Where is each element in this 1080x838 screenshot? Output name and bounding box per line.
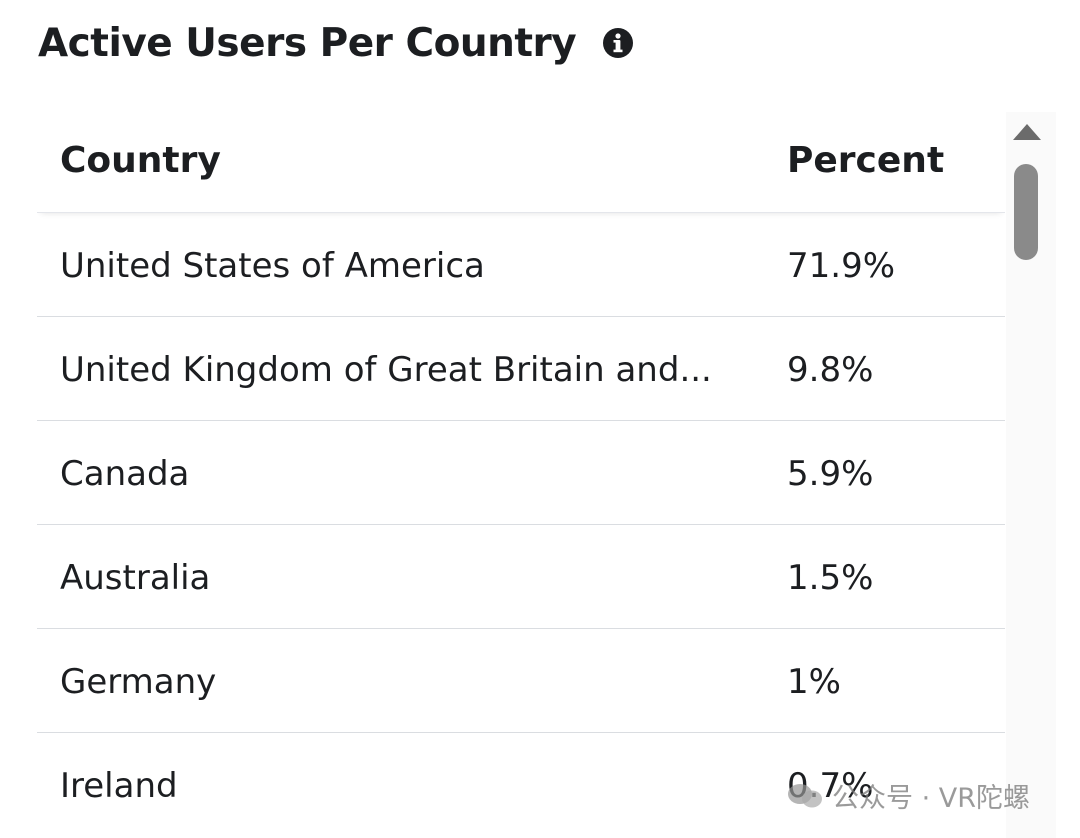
column-header-country[interactable]: Country (60, 140, 221, 181)
scroll-up-arrow-icon[interactable] (1013, 124, 1041, 140)
country-cell: Ireland (60, 766, 178, 806)
percent-cell: 1.5% (787, 558, 874, 598)
percent-cell: 5.9% (787, 454, 874, 494)
percent-cell: 1% (787, 662, 841, 702)
country-cell: United Kingdom of Great Britain and... (60, 350, 712, 390)
country-cell: Australia (60, 558, 211, 598)
table-row: Australia 1.5% (37, 525, 1005, 629)
watermark-text: 公众号 · VR陀螺 (832, 783, 1030, 814)
column-header-percent[interactable]: Percent (787, 140, 945, 181)
percent-cell: 9.8% (787, 350, 874, 390)
table-row: Germany 1% (37, 629, 1005, 733)
page-header: Active Users Per Country (38, 14, 634, 72)
country-table: Country Percent United States of America… (37, 112, 1005, 838)
country-cell: Canada (60, 454, 190, 494)
table-header: Country Percent (37, 112, 1005, 213)
table-row: United Kingdom of Great Britain and... 9… (37, 317, 1005, 421)
table-row: Canada 5.9% (37, 421, 1005, 525)
percent-cell: 71.9% (787, 246, 896, 286)
table-row: United States of America 71.9% (37, 213, 1005, 317)
watermark: 公众号 · VR陀螺 (786, 776, 1030, 815)
scrollbar-thumb[interactable] (1014, 164, 1038, 260)
country-cell: United States of America (60, 246, 485, 286)
wechat-icon (788, 783, 822, 807)
page-title: Active Users Per Country (38, 20, 577, 66)
info-icon[interactable] (602, 27, 634, 59)
country-cell: Germany (60, 662, 217, 702)
